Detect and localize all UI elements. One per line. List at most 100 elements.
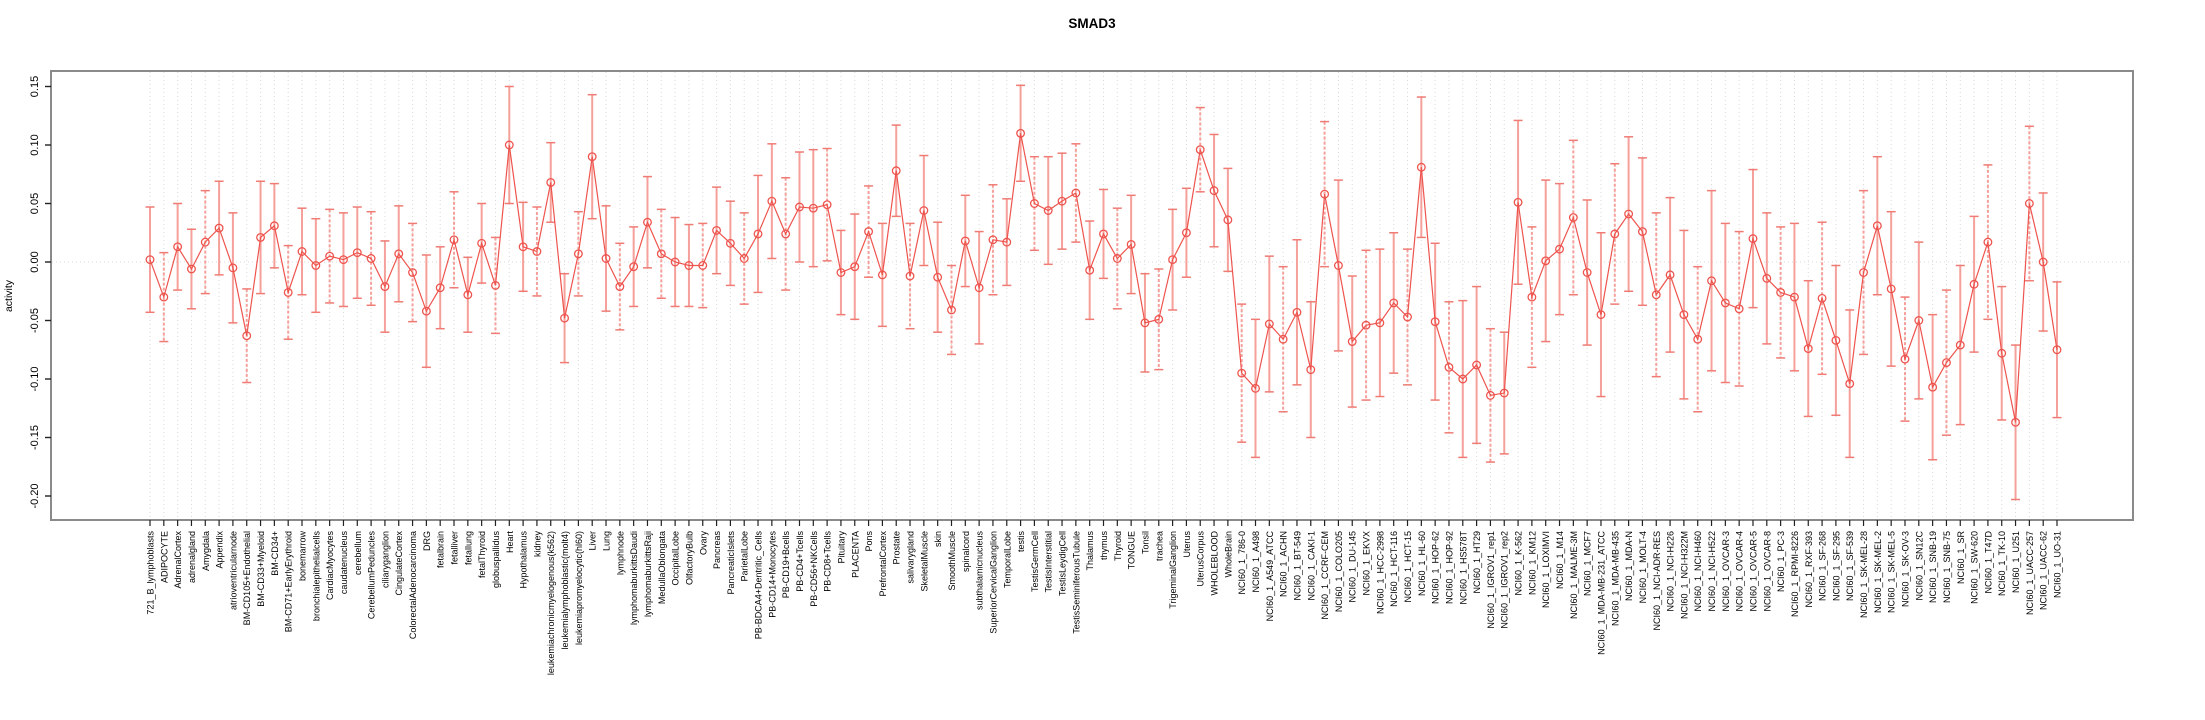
data-point xyxy=(1223,215,1233,225)
x-axis-tick-label: kidney xyxy=(532,531,542,558)
data-point xyxy=(1859,268,1868,277)
data-point xyxy=(518,242,528,252)
data-point xyxy=(974,283,984,293)
y-axis-tick-label: -0.10 xyxy=(29,366,41,391)
data-point xyxy=(587,152,597,162)
x-axis-tick-label: lymphomaburkittsDaudi xyxy=(629,531,639,625)
y-axis-tick-label: 0.10 xyxy=(29,134,41,155)
data-point xyxy=(394,249,404,259)
data-point xyxy=(1361,320,1371,330)
x-axis-tick-label: SmoothMuscle xyxy=(947,531,957,591)
error-bar xyxy=(1071,143,1081,243)
data-point xyxy=(615,282,625,292)
x-axis-tick-label: BM-CD105+Endothelial xyxy=(242,531,252,625)
data-point xyxy=(1499,388,1509,398)
data-point xyxy=(145,255,155,265)
data-point xyxy=(477,238,487,248)
x-axis-tick-label: PLACENTA xyxy=(850,531,860,578)
data-point xyxy=(366,254,376,263)
data-point xyxy=(753,229,763,239)
data-point xyxy=(1762,273,1772,283)
x-axis-tick-label: Heart xyxy=(505,531,515,554)
data-point xyxy=(601,254,611,263)
x-axis-tick-label: NCI60_1_ACHN xyxy=(1279,531,1289,597)
x-axis-tick-label: NCI60_1_UACC-62 xyxy=(2039,531,2049,610)
x-axis-tick-label: subthalamicnucleus xyxy=(975,531,985,611)
data-point xyxy=(228,263,238,273)
x-axis-tick-label: NCI60_1_TK-10 xyxy=(1997,531,2007,596)
x-axis-tick-label: ParietalLobe xyxy=(740,531,750,582)
data-point xyxy=(808,203,818,213)
chart-title: SMAD3 xyxy=(1068,16,1116,31)
x-axis-tick-label: TestisInterstitial xyxy=(1044,531,1054,593)
data-point xyxy=(214,223,224,233)
x-axis-tick-label: NCI60_1_DU-145 xyxy=(1348,531,1358,603)
data-point xyxy=(656,249,666,259)
x-axis-tick-label: NCI60_1_IGROV1_rep1 xyxy=(1486,531,1496,629)
data-point xyxy=(380,282,390,292)
x-axis-tick-label: PB-CD56+NKCells xyxy=(809,531,819,607)
x-axis-tick-label: NCI60_1_SW-620 xyxy=(1970,531,1980,604)
data-point xyxy=(781,229,791,239)
data-point xyxy=(905,271,915,281)
x-axis-tick-label: PB-CD14+Monocytes xyxy=(767,531,777,618)
data-point xyxy=(1002,237,1012,247)
x-axis-tick-label: NCI60_1_HCT-116 xyxy=(1389,531,1399,607)
x-axis-tick-label: NCI60_1_RPMI-8226 xyxy=(1790,531,1800,617)
data-point xyxy=(1831,335,1841,345)
data-point xyxy=(1914,316,1924,325)
x-axis-tick-label: caudatenucleus xyxy=(339,531,349,595)
x-axis-tick-label: TestisGermCell xyxy=(1030,531,1040,592)
data-point xyxy=(187,264,196,274)
x-axis-tick-label: TONGUE xyxy=(1127,531,1137,569)
x-axis-tick-label: NCI60_1_UACC-257 xyxy=(2025,531,2035,615)
data-point xyxy=(947,305,956,315)
x-axis-tick-label: NCI60_1_SN12C xyxy=(1914,531,1924,601)
x-axis-tick-label: Liver xyxy=(588,531,598,551)
data-point xyxy=(1251,383,1260,393)
x-axis-tick-label: PB-CD19+Bcells xyxy=(781,531,791,599)
data-point xyxy=(1375,318,1385,328)
x-axis-tick-label: PB-BDCA4+Dentritic_Cells xyxy=(754,531,764,640)
x-axis-tick-label: NCI60_1_SF-295 xyxy=(1831,531,1841,601)
data-point xyxy=(1693,334,1703,344)
x-axis-tick-label: SuperiorCervicalGanglion xyxy=(988,531,998,634)
data-point xyxy=(1900,354,1910,364)
x-axis-tick-label: PB-CD8+Tcells xyxy=(823,531,833,592)
data-point xyxy=(352,248,362,258)
data-point xyxy=(822,200,832,210)
series-line xyxy=(149,133,2058,423)
data-point xyxy=(864,227,874,237)
data-point xyxy=(449,235,459,245)
error-bar xyxy=(1361,249,1371,401)
error-bar xyxy=(946,264,956,356)
data-point xyxy=(1403,312,1412,322)
data-point xyxy=(767,196,777,206)
x-axis-tick-label: NCI60_1_LOXIMVI xyxy=(1541,531,1551,608)
data-point xyxy=(1347,337,1357,347)
x-axis-tick-label: PrefrontalCortex xyxy=(878,531,888,597)
data-point xyxy=(1168,255,1178,265)
x-axis-tick-label: NCI60_1_NCI-H226 xyxy=(1666,531,1676,612)
data-point xyxy=(1043,206,1053,215)
data-point xyxy=(159,292,169,302)
error-bar xyxy=(988,184,998,296)
x-axis-tick-label: NCI60_1_SNB-75 xyxy=(1942,531,1952,603)
data-point xyxy=(573,249,583,259)
data-point xyxy=(2024,199,2034,208)
x-axis-tick-label: atrioventricularnode xyxy=(228,531,238,610)
x-axis-tick-label: WholeBrain xyxy=(1223,531,1233,578)
x-axis-tick-label: BM-CD71+EarlyErythroid xyxy=(284,531,294,632)
data-point xyxy=(1651,290,1661,300)
x-axis-tick-label: NCI60_1_CAKI-1 xyxy=(1306,531,1316,601)
x-axis-tick-label: Appendix xyxy=(215,531,225,569)
x-axis-tick-label: TrigeminalGanglion xyxy=(1168,531,1178,609)
data-point xyxy=(1582,268,1592,277)
data-point xyxy=(200,237,210,247)
y-axis-tick-label: 0.05 xyxy=(29,193,41,214)
data-point xyxy=(1527,292,1537,302)
x-axis-tick-label: Lung xyxy=(602,531,612,551)
x-axis-tick-label: NCI60_1_HCC-2998 xyxy=(1375,531,1385,614)
x-axis-tick-label: lymphnode xyxy=(615,531,625,575)
data-point xyxy=(1485,390,1495,400)
